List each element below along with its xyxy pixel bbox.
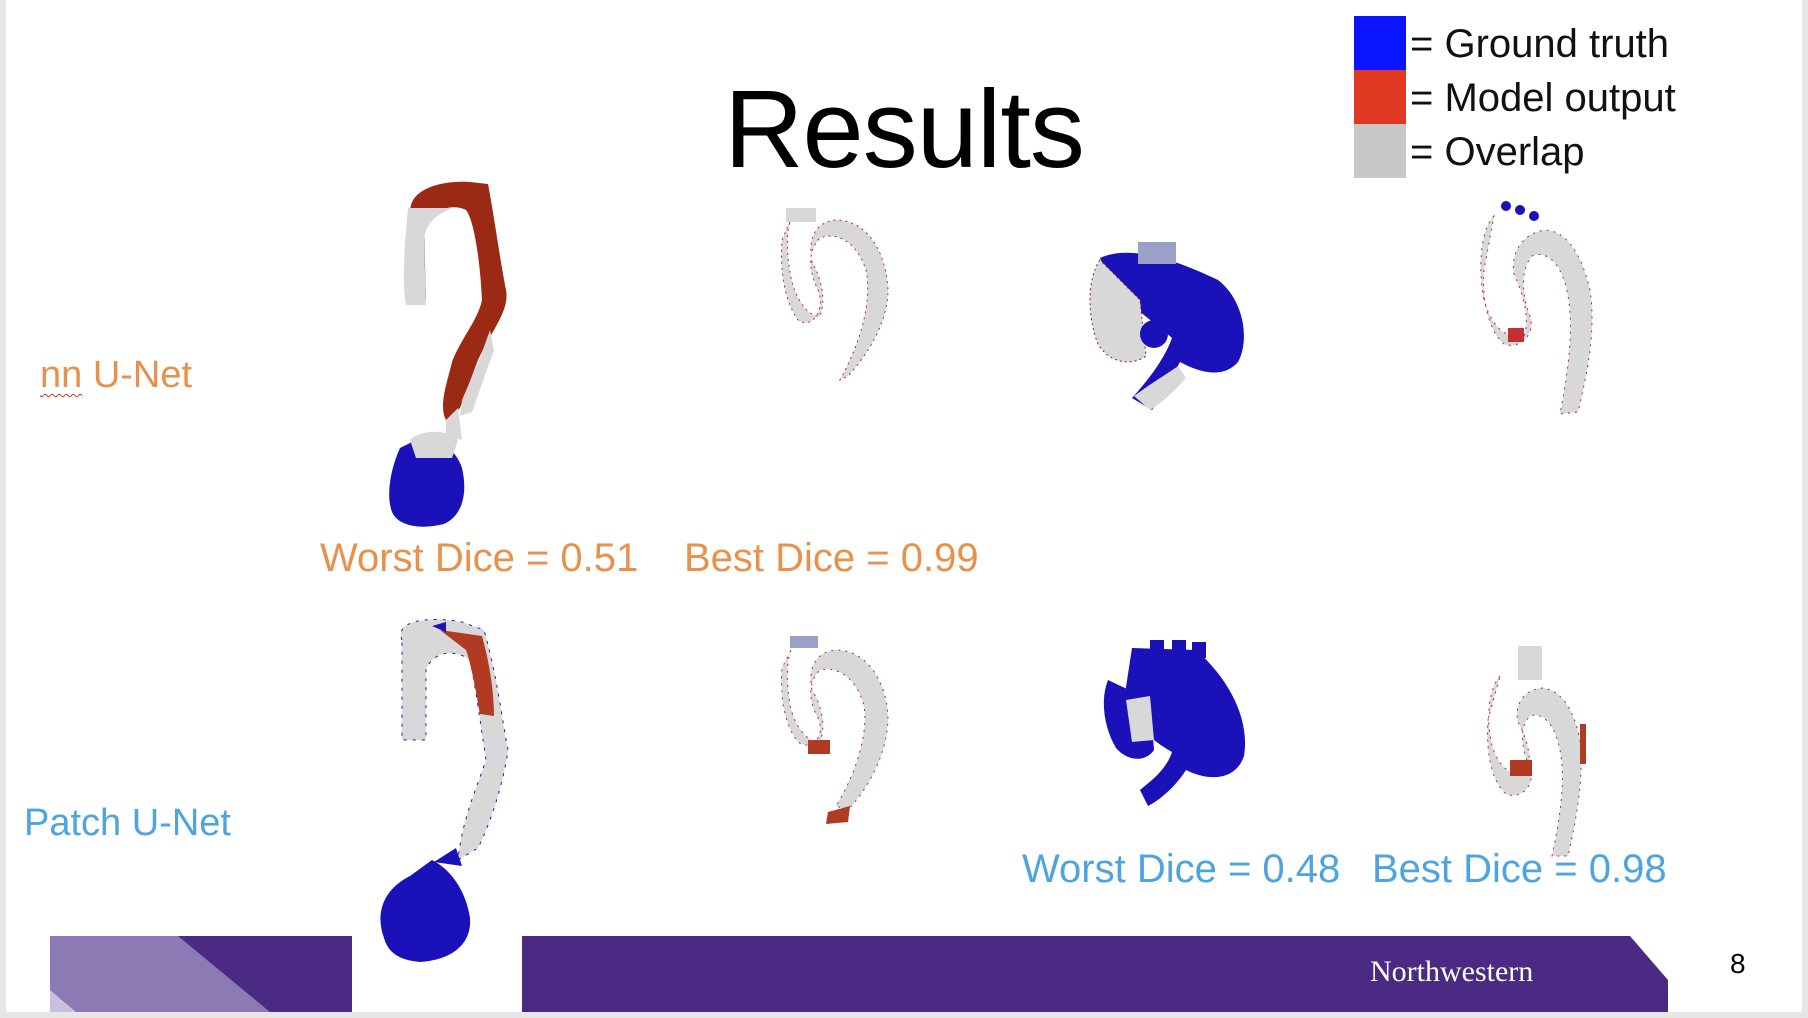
patch-best-segmentation <box>781 636 889 824</box>
page-number: 8 <box>1730 948 1746 979</box>
legend-label: = Ground truth <box>1410 22 1670 66</box>
nn-worst-dice: Worst Dice = 0.51 <box>320 536 639 580</box>
patch-worst-dice: Worst Dice = 0.48 <box>1022 847 1341 891</box>
footer-band <box>50 936 1668 1012</box>
ground-truth-swatch <box>1354 16 1406 70</box>
footer-main-bar <box>522 936 1668 1012</box>
nn-best-dice: Best Dice = 0.99 <box>684 536 979 580</box>
nn-third-segmentation <box>1089 242 1244 410</box>
patch-worst-segmentation <box>380 618 509 962</box>
footer-brand: Northwestern <box>1370 955 1534 988</box>
slide-title: Results <box>724 68 1085 191</box>
legend-label: = Overlap <box>1410 130 1585 174</box>
row-label-nn-suffix: U-Net <box>82 354 193 396</box>
legend-label: = Model output <box>1410 76 1676 120</box>
nn-fourth-segmentation <box>1480 201 1593 415</box>
branch-stubs <box>786 208 816 222</box>
model-output-swatch <box>1354 70 1406 124</box>
row-label-patch-unet: Patch U-Net <box>24 802 231 844</box>
patch-third-segmentation <box>1103 640 1246 806</box>
row-label-nn-prefix: nn <box>40 354 83 396</box>
nn-best-segmentation <box>781 208 889 382</box>
patch-fourth-segmentation <box>1487 646 1586 857</box>
footer-left-stripe <box>50 936 270 1012</box>
footer-left-corner <box>50 990 76 1012</box>
patch-best-dice: Best Dice = 0.98 <box>1372 847 1667 891</box>
overlap-swatch <box>1354 124 1406 178</box>
row-label-nn-unet: nn U-Net <box>40 354 192 397</box>
nn-worst-segmentation <box>389 181 507 527</box>
slide <box>6 0 1802 1012</box>
